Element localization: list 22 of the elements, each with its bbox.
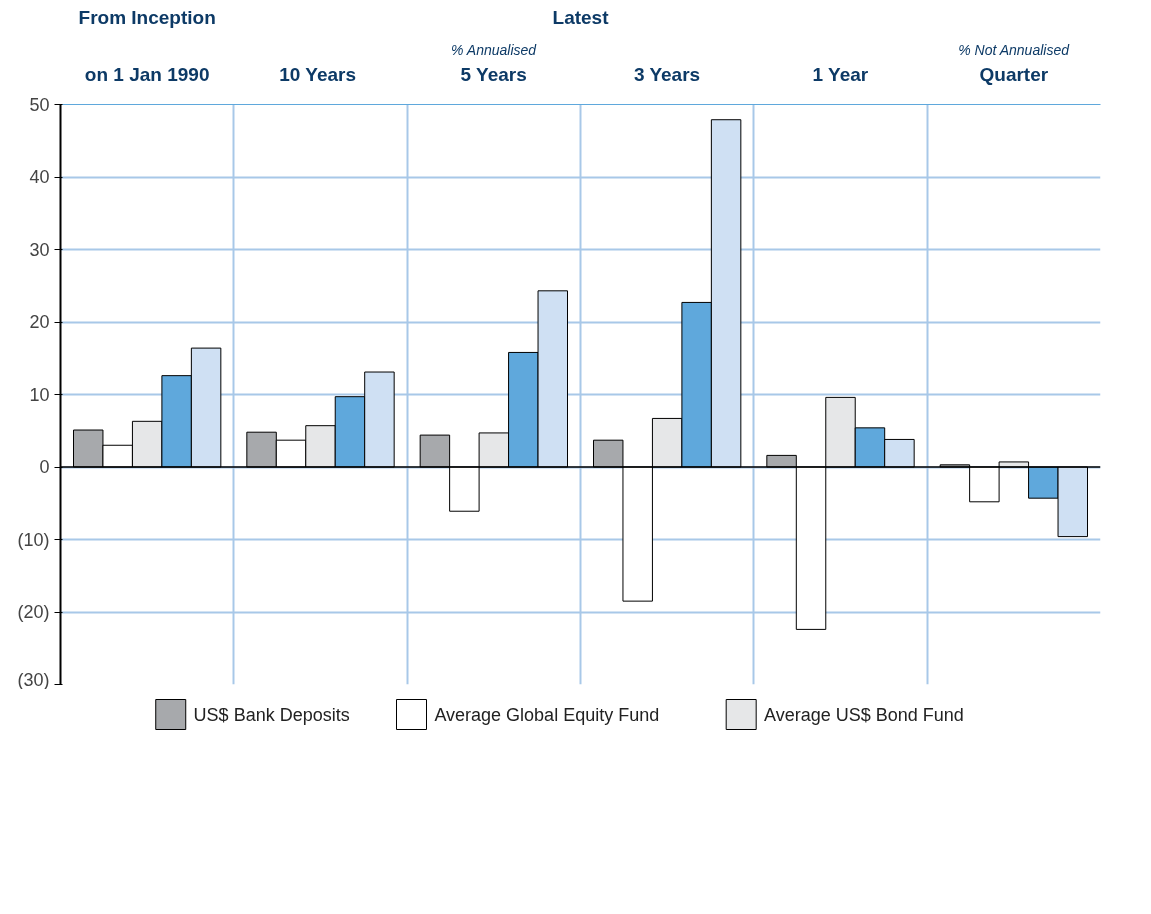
x-tick-label: 1 Year (812, 63, 869, 85)
legend-label: US$ Bank Deposits (193, 704, 350, 725)
x-tick-label: 3 Years (633, 63, 701, 85)
legend-label: Average Global Equity Fund (434, 704, 660, 725)
y-tick-label: 20 (29, 312, 50, 332)
text: Latest (552, 6, 610, 28)
text: From Inception (78, 6, 216, 28)
y-tick-label: 50 (29, 94, 50, 115)
x-tick-label: 5 Years (460, 63, 527, 85)
y-tick-label: (30) (17, 669, 50, 690)
text: % Not Annualised (958, 41, 1071, 58)
y-tick-label: 10 (29, 384, 50, 405)
text: % Annualised (451, 41, 538, 58)
x-tick-label: 10 Years (279, 63, 357, 85)
legend-label: Average US$ Bond Fund (764, 704, 964, 725)
x-tick-label: Quarter (979, 63, 1049, 85)
y-tick-label: 40 (29, 167, 50, 187)
y-tick-label: 0 (39, 457, 50, 477)
y-tick-label: (10) (17, 529, 50, 550)
y-tick-label: (20) (17, 602, 50, 622)
y-tick-label: 30 (29, 239, 50, 260)
x-tick-label: on 1 Jan 1990 (84, 63, 210, 85)
